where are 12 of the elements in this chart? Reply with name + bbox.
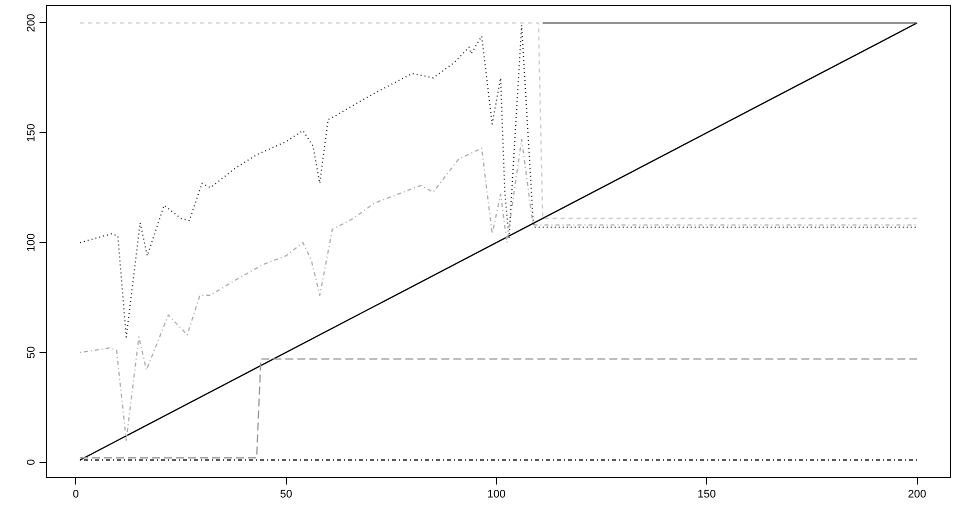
x-tick-label: 150 (698, 488, 716, 500)
y-tick-label: 0 (26, 459, 38, 466)
x-tick-label: 200 (908, 488, 926, 500)
y-tick-label: 50 (26, 346, 38, 359)
y-tick-label: 100 (26, 233, 38, 252)
y-tick-label: 200 (26, 14, 38, 32)
x-tick-label: 100 (487, 488, 506, 500)
line-series (79, 24, 918, 338)
y-tick-label: 150 (26, 124, 38, 142)
x-tick-label: 0 (72, 488, 79, 500)
x-tick-label: 50 (280, 488, 292, 500)
line-series (79, 138, 918, 441)
